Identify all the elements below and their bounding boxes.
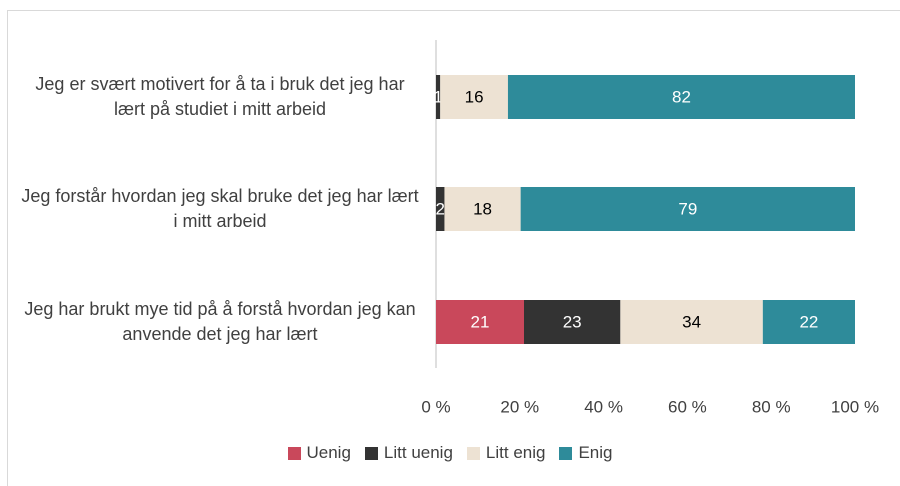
bar-segment: [520, 187, 855, 231]
data-label: 21: [471, 312, 490, 331]
legend-swatch: [466, 446, 480, 460]
x-tick-label: 80 %: [752, 397, 791, 416]
bar-segment: [444, 187, 521, 231]
legend-item: Uenig: [287, 443, 351, 463]
data-label: 22: [799, 312, 818, 331]
data-label: 16: [465, 87, 484, 106]
legend-label: Uenig: [306, 443, 351, 462]
legend-swatch: [364, 446, 378, 460]
legend: Uenig Litt uenig Litt enig Enig: [0, 443, 900, 463]
data-label: 18: [473, 199, 492, 218]
bar-segment: [440, 75, 508, 119]
data-label: 79: [678, 199, 697, 218]
x-tick-label: 100 %: [831, 397, 879, 416]
legend-item: Litt uenig: [364, 443, 453, 463]
category-label: Jeg har brukt mye tid på å forstå hvorda…: [24, 299, 416, 344]
data-label: 2: [435, 199, 444, 218]
legend-item: Enig: [559, 443, 613, 463]
legend-label: Enig: [578, 443, 613, 462]
data-label: 23: [563, 312, 582, 331]
category-label: Jeg forstår hvordan jeg skal bruke det j…: [21, 186, 419, 231]
bar-segment: [436, 75, 441, 119]
x-tick-label: 0 %: [421, 397, 450, 416]
bar-segment: [436, 187, 445, 231]
data-label: 82: [672, 87, 691, 106]
x-tick-label: 40 %: [584, 397, 623, 416]
bar-segment: [507, 75, 855, 119]
legend-label: Litt uenig: [383, 443, 453, 462]
x-tick-label: 20 %: [500, 397, 539, 416]
chart-frame: [7, 10, 900, 486]
data-label: 1: [433, 87, 442, 106]
legend-label: Litt enig: [485, 443, 546, 462]
bar-segment: [436, 300, 524, 344]
bar-segment: [762, 300, 855, 344]
category-label: Jeg er svært motivert for å ta i bruk de…: [35, 74, 405, 119]
legend-swatch: [287, 446, 301, 460]
legend-swatch: [559, 446, 573, 460]
bar-segment: [620, 300, 763, 344]
x-tick-label: 60 %: [668, 397, 707, 416]
bar-segment: [523, 300, 621, 344]
legend-item: Litt enig: [466, 443, 546, 463]
data-label: 34: [682, 312, 701, 331]
